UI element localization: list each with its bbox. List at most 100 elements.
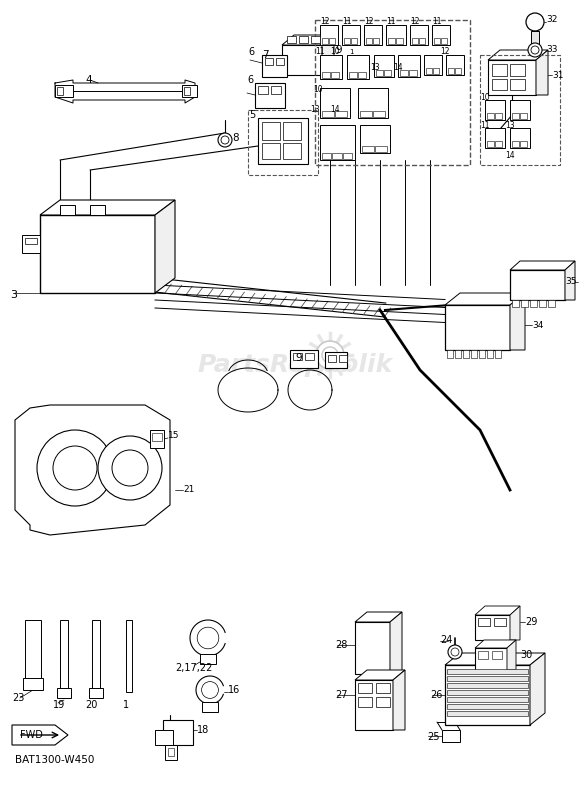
Text: 3: 3 (10, 290, 17, 300)
Bar (548, 300, 555, 307)
Bar (520, 113, 527, 119)
Bar (510, 79, 525, 90)
Text: 26: 26 (430, 690, 443, 700)
Text: 30: 30 (520, 650, 532, 660)
Text: 9: 9 (335, 45, 342, 55)
Bar (521, 300, 528, 307)
Polygon shape (530, 653, 545, 725)
Bar (60, 205, 75, 215)
Bar (463, 350, 469, 358)
Bar (320, 125, 355, 160)
Circle shape (197, 627, 219, 649)
Bar (262, 122, 280, 140)
Bar (358, 88, 388, 118)
Polygon shape (390, 612, 402, 674)
Bar (447, 683, 528, 688)
Text: 11: 11 (315, 47, 325, 57)
Bar (290, 350, 318, 368)
Text: 33: 33 (546, 46, 558, 54)
Bar (433, 68, 439, 74)
Polygon shape (282, 35, 334, 45)
Bar (441, 38, 447, 44)
Bar (343, 153, 352, 159)
Text: 5: 5 (249, 110, 255, 120)
Bar (305, 353, 314, 360)
Bar (531, 31, 539, 45)
Bar (358, 72, 366, 78)
Bar (512, 300, 519, 307)
Bar (400, 70, 408, 76)
Circle shape (451, 648, 459, 656)
Bar (320, 25, 338, 45)
Text: 12: 12 (440, 47, 450, 57)
Bar (455, 68, 461, 74)
Bar (495, 350, 501, 358)
Polygon shape (15, 405, 170, 535)
Bar (492, 64, 507, 76)
Bar (447, 697, 528, 702)
Bar (446, 55, 464, 75)
Bar (155, 730, 173, 745)
Polygon shape (445, 653, 545, 665)
Bar (262, 143, 280, 159)
Bar (364, 25, 382, 45)
Bar (445, 665, 530, 725)
Bar (447, 669, 528, 674)
Bar (339, 355, 347, 362)
Bar (200, 654, 216, 664)
Text: 10: 10 (480, 94, 490, 102)
Bar (92, 620, 100, 692)
Text: 6: 6 (248, 47, 254, 57)
Bar (480, 55, 560, 165)
Circle shape (221, 136, 229, 144)
Text: 7: 7 (262, 50, 269, 60)
Bar (283, 122, 301, 140)
Polygon shape (155, 200, 175, 293)
Bar (374, 55, 394, 77)
Polygon shape (510, 261, 575, 270)
Bar (315, 20, 470, 165)
Circle shape (98, 436, 162, 500)
Bar (448, 68, 454, 74)
Bar (426, 68, 432, 74)
Text: 1: 1 (123, 700, 129, 710)
Text: 24: 24 (440, 635, 453, 645)
Circle shape (322, 347, 338, 363)
Text: 12: 12 (364, 18, 373, 26)
Bar (349, 72, 357, 78)
Bar (258, 118, 308, 164)
Bar (530, 300, 537, 307)
Bar (386, 25, 406, 45)
Bar (322, 153, 331, 159)
Text: 31: 31 (552, 70, 564, 79)
Bar (322, 111, 334, 117)
Bar (478, 651, 488, 659)
Bar (293, 353, 302, 360)
Bar (475, 648, 507, 670)
Text: 29: 29 (525, 617, 537, 627)
Text: 13: 13 (370, 63, 380, 73)
Polygon shape (475, 606, 520, 615)
Bar (492, 79, 507, 90)
Bar (410, 25, 428, 45)
Bar (347, 55, 369, 79)
Bar (165, 745, 177, 760)
Bar (373, 38, 379, 44)
Bar (40, 215, 155, 293)
Text: 2,17,22: 2,17,22 (175, 663, 212, 673)
Circle shape (528, 43, 542, 57)
Text: PartsRepublik: PartsRepublik (197, 353, 393, 377)
Bar (495, 141, 502, 147)
Bar (471, 350, 477, 358)
Bar (376, 697, 390, 707)
Text: 13: 13 (310, 106, 320, 114)
Text: 21: 21 (183, 486, 194, 494)
Bar (329, 38, 335, 44)
Bar (22, 235, 40, 253)
Bar (373, 111, 385, 117)
Bar (55, 85, 73, 97)
Bar (57, 87, 63, 95)
Bar (60, 620, 68, 692)
Polygon shape (40, 200, 175, 215)
Bar (398, 55, 420, 77)
